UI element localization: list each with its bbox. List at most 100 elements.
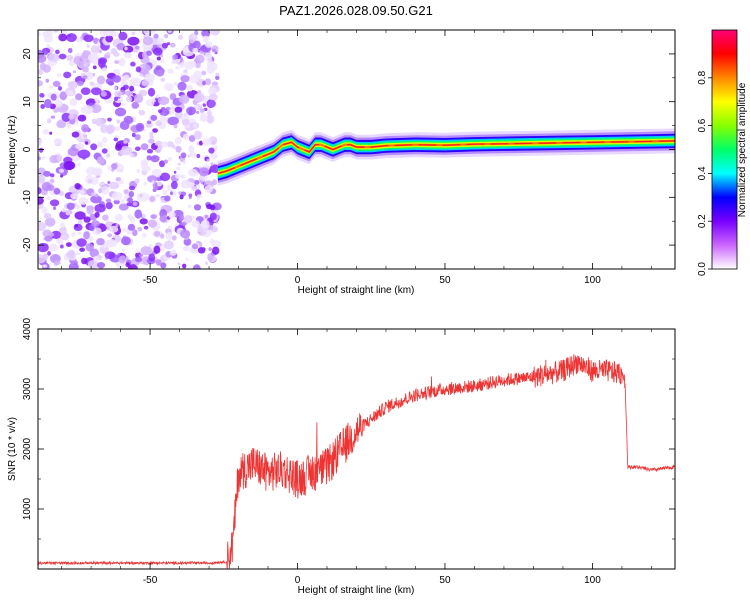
- noise-speckle: [127, 36, 140, 46]
- noise-speckle: [135, 45, 140, 50]
- colorbar-tick-label: 0.2: [697, 214, 708, 228]
- noise-speckle: [209, 204, 216, 211]
- snr-y-tick-label: 3000: [22, 377, 33, 400]
- noise-speckle: [157, 96, 170, 105]
- noise-speckle: [75, 143, 85, 150]
- noise-speckle: [61, 207, 67, 213]
- noise-speckle: [78, 197, 89, 205]
- noise-speckle: [113, 199, 120, 205]
- noise-speckle: [129, 216, 136, 223]
- noise-speckle: [79, 247, 85, 252]
- noise-speckle: [65, 210, 71, 216]
- noise-speckle: [146, 120, 152, 125]
- noise-speckle: [188, 168, 199, 177]
- noise-speckle: [210, 153, 218, 159]
- noise-speckle: [114, 86, 118, 90]
- noise-speckle: [66, 202, 76, 210]
- noise-speckle: [199, 108, 205, 113]
- noise-speckle: [141, 80, 149, 87]
- noise-speckle: [127, 264, 138, 269]
- noise-speckle: [155, 259, 162, 266]
- noise-speckle: [77, 114, 87, 122]
- noise-speckle: [49, 85, 53, 89]
- noise-speckle: [85, 72, 94, 80]
- noise-speckle: [77, 231, 82, 235]
- noise-speckle: [131, 101, 139, 109]
- noise-speckle: [120, 198, 125, 203]
- noise-speckle: [129, 85, 135, 92]
- noise-speckle: [132, 201, 138, 206]
- noise-speckle: [178, 34, 183, 40]
- snr-x-ticks: -50 0 50 100: [61, 329, 652, 586]
- noise-speckle: [75, 93, 83, 101]
- noise-speckle: [80, 105, 94, 115]
- noise-speckle: [173, 81, 178, 86]
- spectrogram-noise: [38, 30, 222, 269]
- noise-speckle: [116, 119, 121, 124]
- noise-speckle: [180, 174, 186, 179]
- noise-speckle: [165, 232, 173, 241]
- noise-speckle: [191, 243, 199, 250]
- noise-speckle: [206, 114, 215, 124]
- noise-speckle: [175, 66, 180, 70]
- noise-speckle: [52, 80, 61, 87]
- noise-speckle: [65, 242, 72, 248]
- noise-speckle: [38, 80, 44, 87]
- noise-speckle: [187, 154, 191, 158]
- noise-speckle: [98, 188, 103, 194]
- noise-speckle: [167, 30, 172, 33]
- noise-speckle: [135, 122, 145, 132]
- noise-speckle: [63, 160, 75, 171]
- noise-speckle: [123, 189, 129, 195]
- noise-speckle: [71, 231, 76, 237]
- noise-speckle: [100, 185, 110, 195]
- noise-speckle: [123, 140, 128, 144]
- noise-speckle: [90, 143, 98, 151]
- noise-speckle: [156, 69, 165, 77]
- noise-speckle: [81, 124, 90, 133]
- noise-speckle: [38, 196, 44, 205]
- noise-speckle: [144, 73, 155, 83]
- noise-speckle: [143, 181, 148, 186]
- noise-speckle: [101, 148, 108, 154]
- noise-speckle: [77, 162, 81, 167]
- noise-speckle: [155, 65, 162, 71]
- noise-speckle: [199, 113, 208, 123]
- noise-speckle: [82, 66, 89, 73]
- noise-speckle: [204, 184, 213, 193]
- noise-speckle: [134, 146, 141, 152]
- noise-speckle: [89, 81, 95, 86]
- noise-speckle: [131, 132, 136, 138]
- noise-speckle: [127, 223, 136, 231]
- noise-speckle: [127, 197, 133, 203]
- noise-speckle: [102, 214, 109, 221]
- ridge-band: [217, 138, 675, 176]
- noise-speckle: [105, 201, 113, 210]
- snr-y-tick-label: 2000: [22, 437, 33, 460]
- noise-speckle: [90, 104, 102, 114]
- noise-speckle: [68, 114, 75, 120]
- noise-speckle: [134, 256, 143, 263]
- noise-speckle: [188, 145, 195, 153]
- noise-speckle: [104, 239, 115, 248]
- noise-speckle: [49, 199, 60, 207]
- noise-speckle: [86, 44, 90, 48]
- noise-speckle: [180, 75, 190, 83]
- noise-speckle: [56, 120, 67, 129]
- snr-y-tick-label: 4000: [22, 317, 33, 340]
- noise-speckle: [145, 121, 153, 128]
- noise-speckle: [146, 155, 152, 161]
- noise-speckle: [140, 159, 149, 166]
- noise-speckle: [174, 106, 183, 113]
- noise-speckle: [135, 248, 140, 254]
- noise-speckle: [188, 60, 197, 68]
- noise-speckle: [38, 69, 44, 75]
- noise-speckle: [75, 252, 81, 256]
- noise-speckle: [96, 156, 105, 165]
- noise-speckle: [117, 92, 121, 96]
- noise-speckle: [53, 30, 59, 33]
- noise-speckle: [183, 72, 188, 75]
- noise-speckle: [68, 262, 79, 269]
- noise-speckle: [159, 172, 171, 182]
- noise-speckle: [202, 35, 209, 42]
